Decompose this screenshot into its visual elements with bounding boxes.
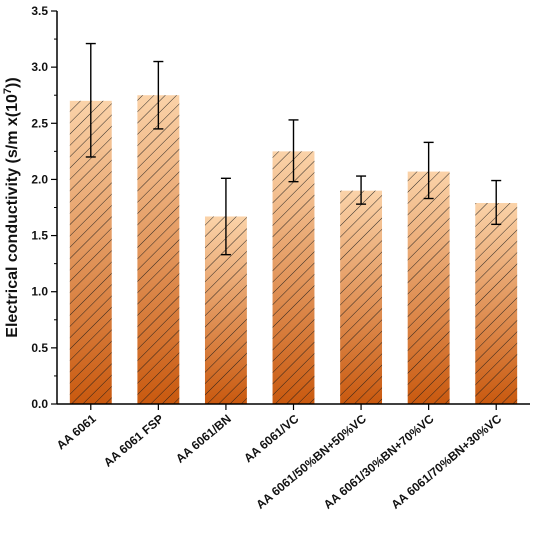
- y-tick-label: 3.0: [31, 60, 48, 74]
- y-tick-label: 1.5: [31, 229, 48, 243]
- y-axis-title: Electrical conductivity (s/m x(107)): [2, 77, 21, 337]
- bar-hatch: [407, 171, 450, 404]
- x-tick-label: AA 6061/30%BN+70%VC: [321, 411, 437, 511]
- y-tick-label: 2.5: [31, 116, 48, 130]
- y-ticks-group: 0.0 0.5 1.0 1.5 2.0 2.5 3.0 3.5: [31, 4, 57, 411]
- y-tick-label: 1.0: [31, 285, 48, 299]
- y-tick-label: 0.5: [31, 341, 48, 355]
- bar-hatch: [340, 190, 383, 404]
- x-tick-label: AA 6061/70%BN+30%VC: [388, 411, 504, 511]
- x-tick-label: AA 6061/BN: [173, 412, 234, 466]
- x-tick-label: AA 6061: [54, 411, 99, 452]
- y-tick-label: 0.0: [31, 397, 48, 411]
- bar-hatch: [272, 151, 315, 404]
- bar-hatch: [475, 203, 518, 404]
- bars-group: [69, 95, 518, 404]
- y-tick-label: 3.5: [31, 4, 48, 18]
- error-bars-group: [85, 42, 502, 256]
- x-tick-label: AA 6061/50%BN+50%VC: [253, 411, 369, 511]
- x-tick-label: AA 6061/VC: [241, 411, 302, 465]
- x-ticks-group: AA 6061 AA 6061 FSP AA 6061/BN AA 6061/VCAA…: [54, 404, 504, 512]
- bar-hatch: [137, 95, 180, 404]
- y-tick-label: 2.0: [31, 172, 48, 186]
- x-tick-label: AA 6061 FSP: [101, 412, 166, 470]
